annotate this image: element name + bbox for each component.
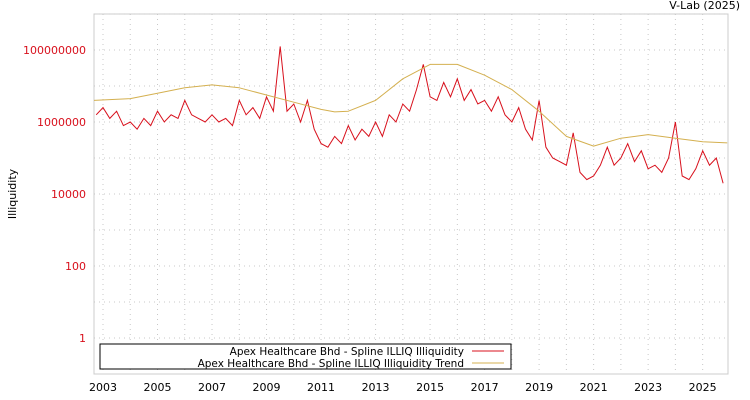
illiquidity-series-line	[95, 46, 724, 184]
y-tick-label: 1000000	[37, 116, 86, 129]
x-tick-label: 2009	[253, 381, 281, 394]
x-tick-label: 2011	[307, 381, 335, 394]
legend: Apex Healthcare Bhd - Spline ILLIQ Illiq…	[99, 343, 512, 370]
legend-label-trend: Apex Healthcare Bhd - Spline ILLIQ Illiq…	[198, 358, 464, 370]
x-tick-label: 2023	[634, 381, 662, 394]
x-tick-label: 2013	[362, 381, 390, 394]
x-tick-label: 2019	[525, 381, 553, 394]
x-tick-label: 2025	[689, 381, 717, 394]
x-tick-label: 2021	[580, 381, 608, 394]
legend-box	[99, 343, 512, 370]
x-tick-label: 2003	[89, 381, 117, 394]
illiquidity-trend-line	[93, 63, 728, 147]
x-tick-label: 2017	[471, 381, 499, 394]
y-tick-label: 100000000	[23, 44, 86, 57]
source-label: V-Lab (2025)	[669, 0, 740, 12]
x-tick-label: 2015	[416, 381, 444, 394]
legend-label-illiquidity: Apex Healthcare Bhd - Spline ILLIQ Illiq…	[230, 346, 464, 358]
x-tick-label: 2005	[144, 381, 172, 394]
y-tick-label: 100	[65, 260, 86, 273]
y-tick-label: 1	[79, 332, 86, 345]
y-tick-label: 10000	[51, 188, 86, 201]
x-tick-label: 2007	[198, 381, 226, 394]
y-axis-label: Illiquidity	[6, 168, 19, 219]
